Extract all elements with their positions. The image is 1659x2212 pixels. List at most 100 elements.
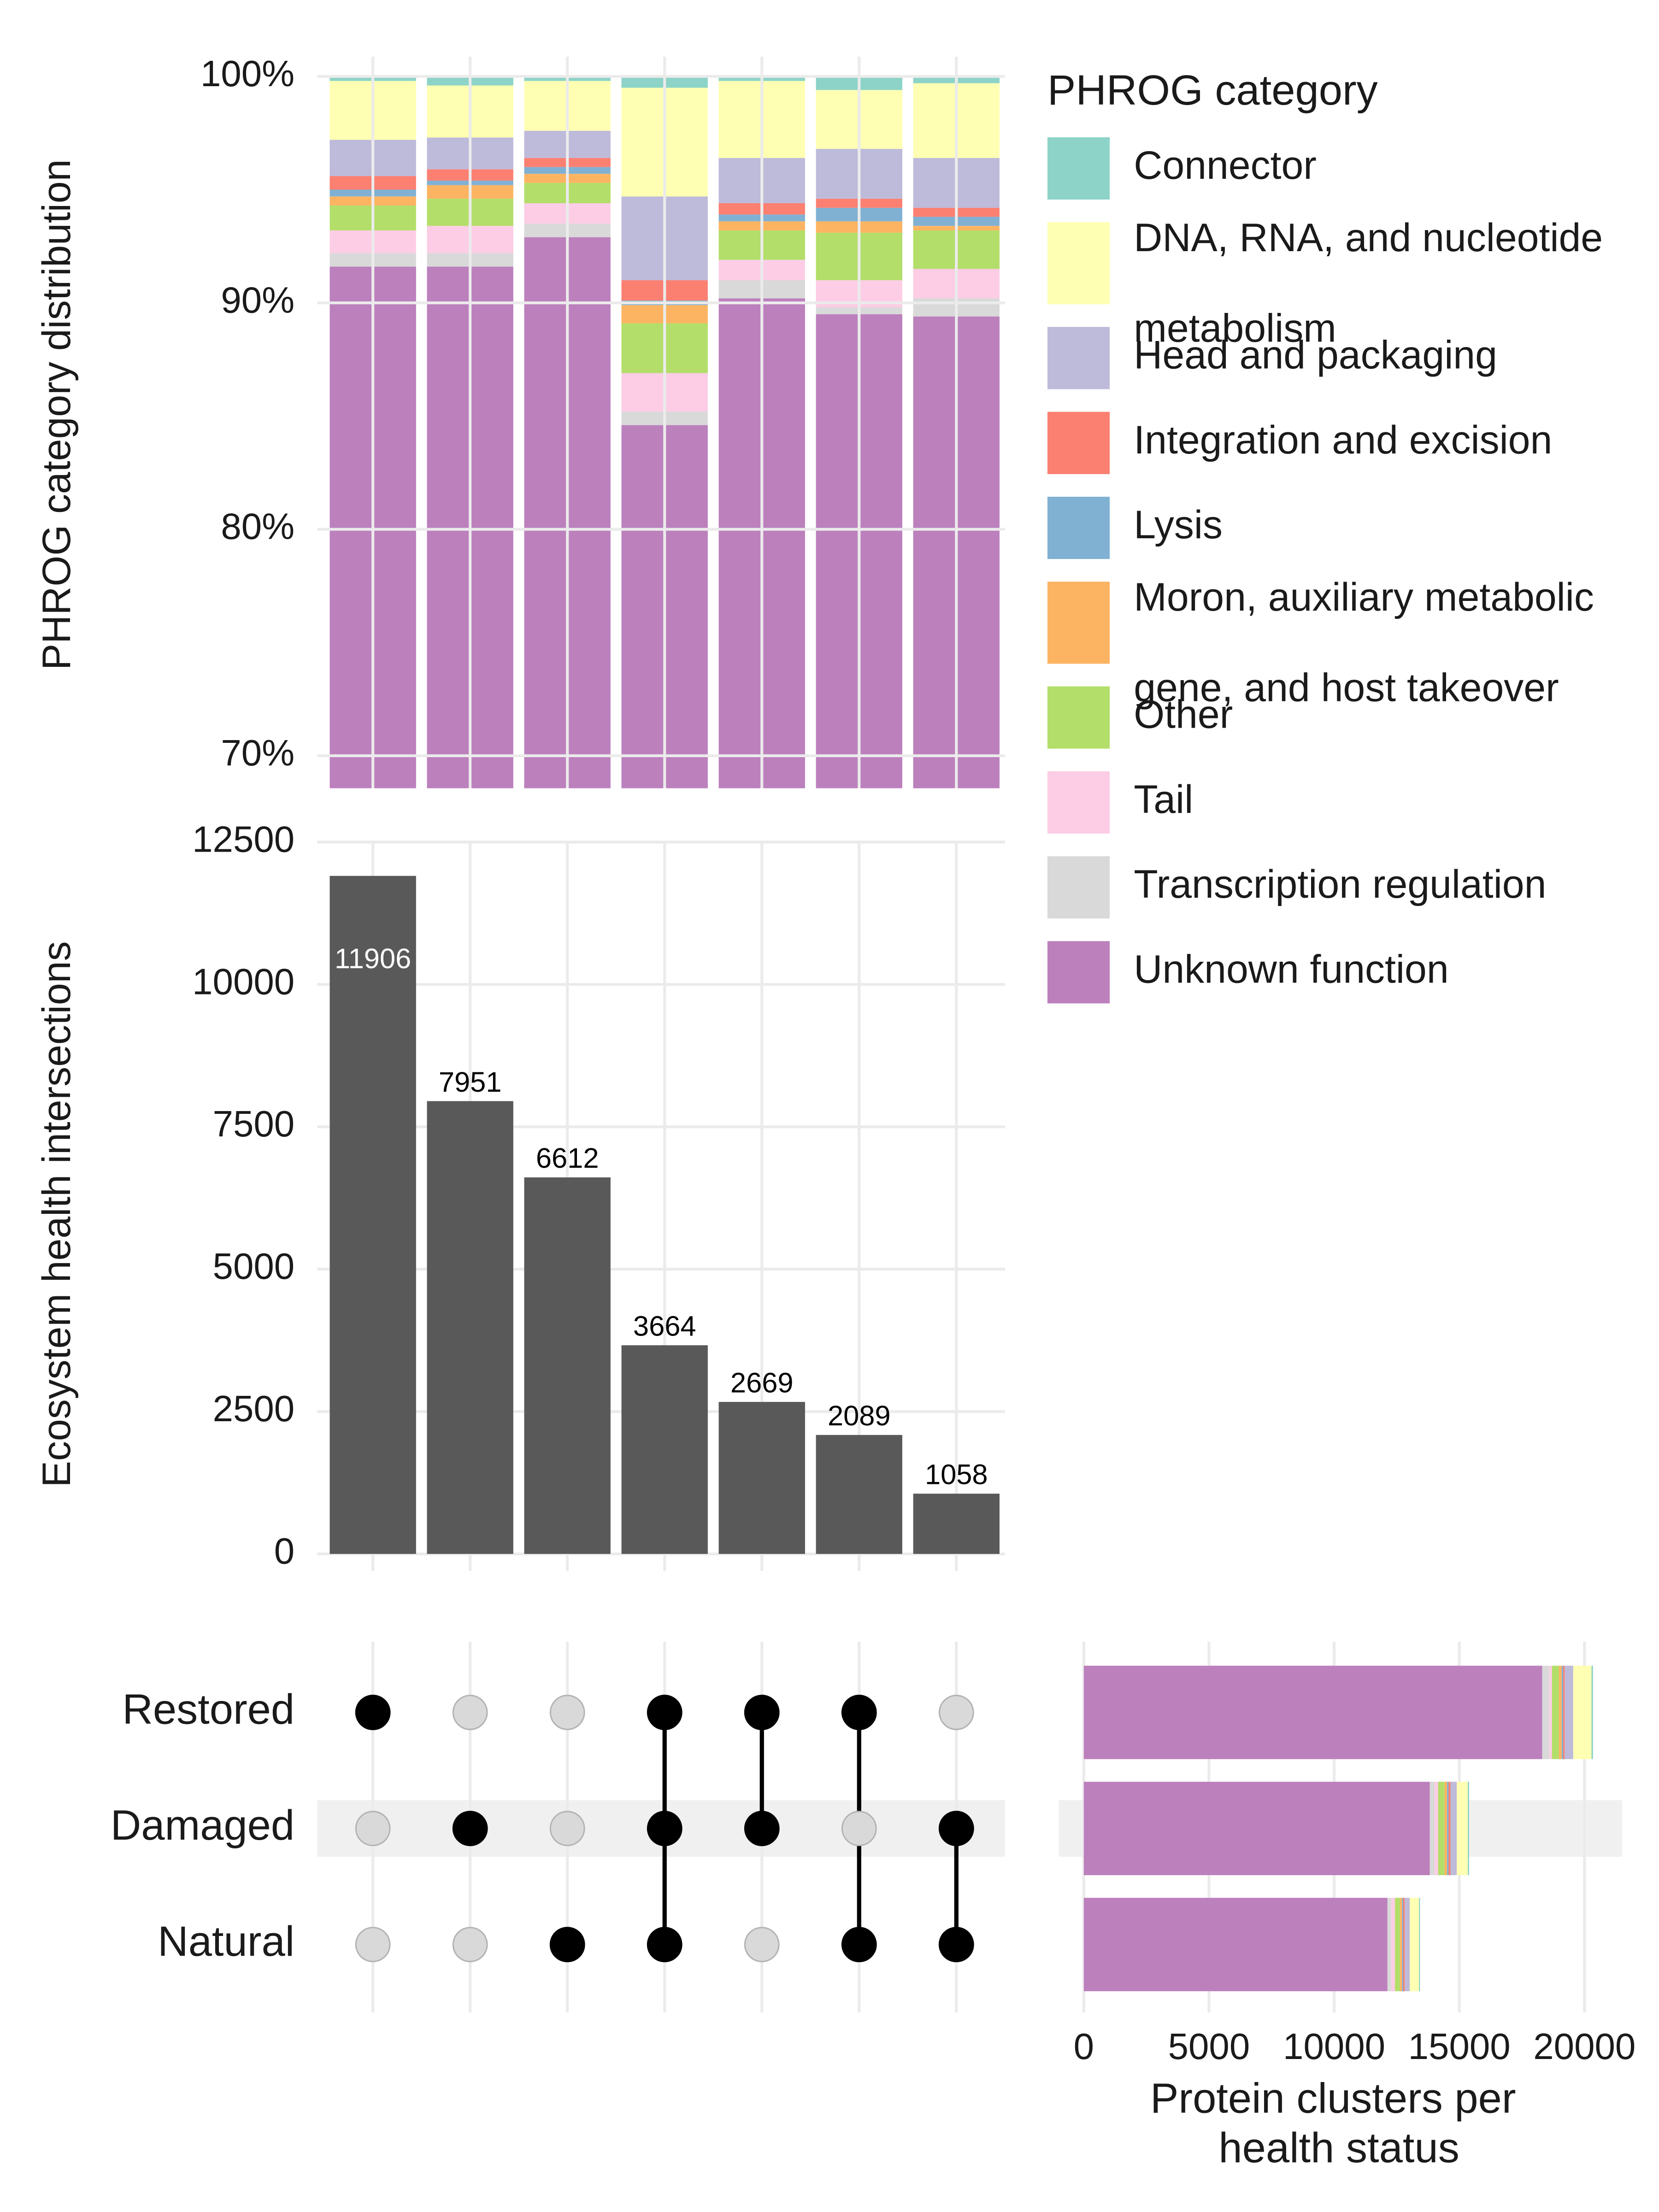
bar-segment (1468, 1782, 1469, 1876)
bar-segment (1400, 1898, 1402, 1991)
y-tick-label: 0 (274, 1530, 294, 1571)
bar-segment (1542, 1665, 1549, 1759)
y-tick-label: 90% (221, 279, 294, 320)
bar-segment (1565, 1665, 1573, 1759)
membership-dot (744, 1694, 780, 1730)
y-tick-label: 80% (221, 506, 294, 547)
membership-dot (647, 1927, 682, 1962)
data-label: 6612 (536, 1142, 599, 1174)
membership-dot (452, 1927, 488, 1962)
membership-dot (549, 1927, 585, 1962)
bar-segment (1549, 1665, 1552, 1759)
data-label: 2669 (730, 1367, 794, 1399)
bar (427, 1101, 513, 1554)
bar (816, 1435, 902, 1554)
bar-segment (1450, 1782, 1457, 1876)
bar-segment (1448, 1782, 1451, 1876)
membership-dot (647, 1694, 682, 1730)
bar-segment (1563, 1665, 1565, 1759)
bar-segment (1430, 1782, 1435, 1876)
legend-label: Moron, auxiliary metabolic gene, and hos… (1134, 575, 1605, 710)
bar (329, 876, 416, 1554)
membership-dot (938, 1927, 974, 1962)
y-axis-label: PHROG category distribution (35, 159, 79, 671)
legend-label: Lysis (1134, 503, 1223, 547)
x-tick-label: 20000 (1533, 2026, 1635, 2067)
y-tick-label: 70% (221, 732, 294, 773)
y-tick-label: 10000 (192, 961, 294, 1002)
membership-dot (452, 1811, 488, 1847)
legend-label: Unknown function (1134, 947, 1448, 992)
membership-dot (452, 1694, 488, 1730)
legend-swatch (1047, 222, 1110, 305)
legend-swatch (1047, 686, 1110, 749)
membership-dot (841, 1811, 877, 1847)
bar (524, 1177, 611, 1554)
bar-segment (1083, 1665, 1542, 1759)
x-tick-label: 5000 (1168, 2026, 1250, 2067)
legend-label: Integration and excision (1134, 418, 1552, 462)
y-tick-label: 5000 (213, 1246, 295, 1287)
membership-dot (841, 1927, 877, 1962)
bar-segment (1591, 1665, 1593, 1759)
data-label: 3664 (633, 1311, 696, 1342)
legend-label: Tail (1134, 777, 1193, 822)
bar-segment (1083, 1898, 1388, 1991)
bar-segment (1395, 1898, 1400, 1991)
data-label: 2089 (828, 1400, 891, 1432)
legend-swatch (1047, 137, 1110, 200)
bar (718, 1402, 805, 1554)
x-tick-label: 0 (1074, 2026, 1094, 2067)
membership-dot (549, 1694, 585, 1730)
membership-dot (744, 1927, 780, 1962)
data-label: 1058 (925, 1459, 988, 1491)
bar-segment (1447, 1782, 1449, 1876)
legend-swatch (1047, 496, 1110, 559)
legend-label: Head and packaging (1134, 333, 1497, 377)
membership-dot (841, 1694, 877, 1730)
legend-label: Connector (1134, 143, 1317, 188)
membership-dot (355, 1811, 391, 1847)
set-label: Natural (158, 1918, 294, 1965)
membership-dot (938, 1811, 974, 1847)
bar-segment (1083, 1782, 1430, 1876)
x-axis-label: Protein clusters per health status (1150, 2075, 1528, 2171)
bar (913, 1494, 1000, 1554)
x-tick-label: 10000 (1283, 2026, 1385, 2067)
legend-label: Transcription regulation (1134, 862, 1546, 906)
bar-segment (1435, 1782, 1438, 1876)
legend-title: PHROG category (1047, 66, 1378, 114)
bar-segment (1444, 1782, 1447, 1876)
legend-swatch (1047, 412, 1110, 474)
y-axis-label: Ecosystem health intersections (35, 941, 79, 1487)
membership-dot (647, 1811, 682, 1847)
bar-segment (1387, 1898, 1391, 1991)
legend-label: DNA, RNA, and nucleotide metabolism (1134, 216, 1614, 351)
membership-dot (744, 1811, 780, 1847)
y-tick-label: 7500 (213, 1103, 295, 1144)
legend-swatch (1047, 941, 1110, 1004)
bar-segment (1403, 1898, 1405, 1991)
y-tick-label: 12500 (192, 818, 294, 859)
bar-segment (1438, 1782, 1445, 1876)
bar-segment (1559, 1665, 1562, 1759)
bar-segment (1405, 1898, 1410, 1991)
membership-dot (549, 1811, 585, 1847)
bar-segment (1391, 1898, 1395, 1991)
bar-segment (1419, 1898, 1420, 1991)
bar-segment (1573, 1665, 1592, 1759)
y-tick-label: 2500 (213, 1388, 295, 1429)
bar-segment (1457, 1782, 1468, 1876)
legend-swatch (1047, 856, 1110, 919)
legend-swatch (1047, 327, 1110, 389)
legend-swatch (1047, 582, 1110, 664)
legend-label: Other (1134, 693, 1233, 737)
set-label: Damaged (111, 1801, 294, 1849)
membership-dot (355, 1694, 391, 1730)
y-tick-label: 100% (200, 53, 294, 94)
data-label: 11906 (335, 943, 411, 975)
x-tick-label: 15000 (1408, 2026, 1511, 2067)
bar-segment (1552, 1665, 1559, 1759)
